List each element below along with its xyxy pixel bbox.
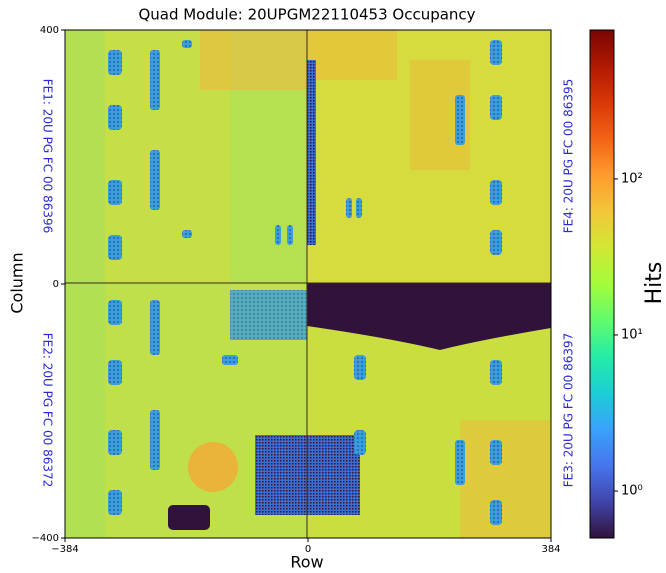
colorbar	[589, 29, 615, 539]
fe-label: FE1: 20U PG FC 00 86396	[41, 79, 55, 234]
heatmap-image	[65, 30, 551, 538]
fe-label: FE4: 20U PG FC 00 86395	[562, 79, 576, 234]
fe-label: FE2: 20U PG FC 00 86372	[41, 333, 55, 488]
y-tick-label: 0	[53, 279, 59, 290]
x-tick-label: 384	[541, 544, 560, 555]
y-axis-label: Column	[8, 252, 27, 313]
x-axis-label: Row	[290, 553, 323, 572]
colorbar-tick-label: 10²	[621, 171, 643, 186]
y-tick-label: −400	[32, 533, 59, 544]
x-tick-label: 0	[305, 544, 311, 555]
x-tick-label: −384	[51, 544, 78, 555]
chart-title: Quad Module: 20UPGM22110453 Occupancy	[138, 6, 475, 24]
y-tick-label: 400	[40, 25, 59, 36]
colorbar-tick-label: 10¹	[621, 327, 643, 342]
colorbar-tick-label: 10⁰	[621, 484, 643, 499]
colorbar-label: Hits	[642, 262, 666, 305]
fe-label: FE3: 20U PG FC 00 86397	[562, 333, 576, 488]
